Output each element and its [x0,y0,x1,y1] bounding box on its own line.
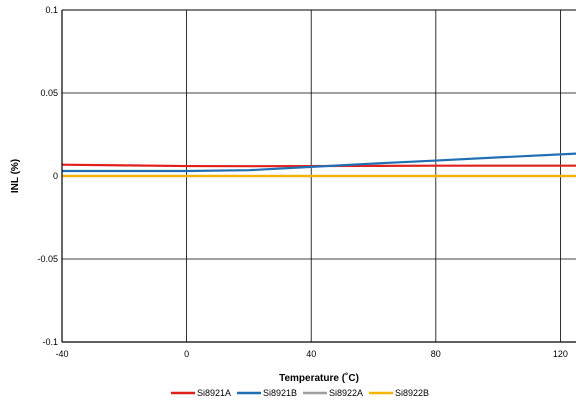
series-lines [61,152,576,178]
legend-label: Si8921A [197,388,231,398]
legend-label: Si8922A [329,388,363,398]
x-tick-label: 120 [553,349,568,359]
x-tick-label: 80 [431,349,441,359]
y-axis-title: INL (%) [10,159,21,193]
y-tick-label: -0.05 [37,254,58,264]
y-tick-label: 0.1 [45,5,58,15]
legend-item-si8921b: Si8921B [237,388,297,398]
x-tick-labels: -40 0 40 80 120 [55,349,567,359]
y-tick-labels: 0.1 0.05 0 -0.05 -0.1 [37,5,58,347]
legend-item-si8922a: Si8922A [303,388,363,398]
legend: Si8921A Si8921B Si8922A Si8922B [171,388,429,398]
x-tick-label: -40 [55,349,68,359]
legend-item-si8922b: Si8922B [369,388,429,398]
x-tick-label: 0 [184,349,189,359]
series-line-si8921b [62,152,576,173]
y-tick-label: 0 [53,171,58,181]
x-tick-label: 40 [306,349,316,359]
legend-label: Si8922B [395,388,429,398]
y-tick-label: -0.1 [42,337,58,347]
legend-item-si8921a: Si8921A [171,388,231,398]
plot-frame [61,9,576,343]
x-axis-title: Temperature (˚C) [279,372,359,384]
y-tick-label: 0.05 [40,88,58,98]
legend-label: Si8921B [263,388,297,398]
